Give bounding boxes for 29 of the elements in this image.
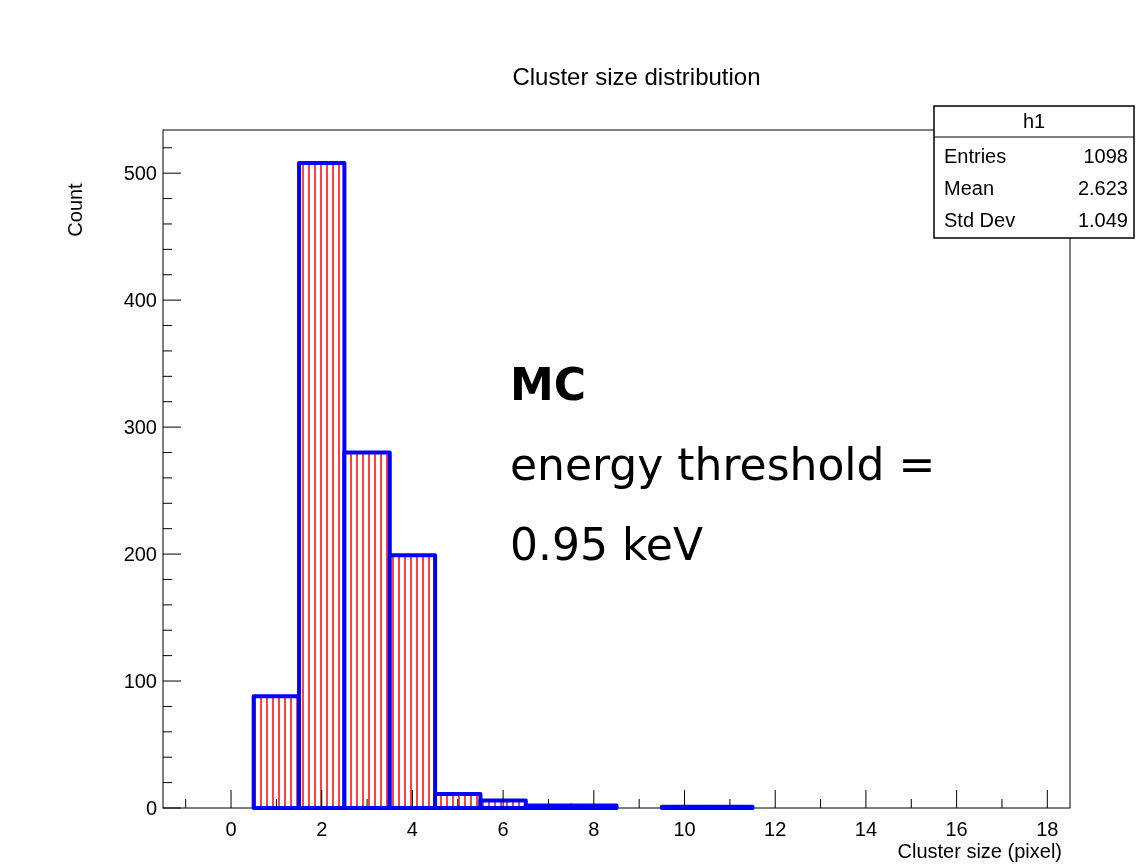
text: 2.623 (1077, 177, 1128, 199)
x-tick-label: 10 (673, 818, 696, 840)
annotation: energy threshold = (510, 439, 936, 490)
x-tick-label: 14 (854, 818, 878, 840)
y-tick-label: 300 (123, 416, 157, 439)
x-tick-label: 0 (225, 818, 237, 840)
annotation: Std Dev (944, 209, 1016, 231)
x-tick-label: 4 (406, 818, 418, 840)
annotation: h1 (1022, 110, 1046, 132)
y-tick-label: 400 (123, 289, 157, 312)
annotation: Mean (944, 177, 995, 199)
text: 1.049 (1077, 209, 1128, 231)
x-tick-label: 16 (945, 818, 968, 840)
y-tick-label: 200 (123, 543, 157, 566)
x-tick-label: 12 (764, 818, 787, 840)
text: 1098 (1083, 145, 1128, 167)
annotation: 0.95 keV (510, 519, 704, 570)
y-tick-label: 500 (123, 162, 157, 185)
x-axis-title: Cluster size (pixel) (897, 840, 1062, 862)
x-tick-label: 2 (316, 818, 328, 840)
y-tick-label: 0 (145, 797, 157, 819)
chart-title: Cluster size distribution (512, 63, 761, 90)
annotation: Entries (944, 145, 1007, 167)
y-axis-title: Count (64, 182, 86, 237)
x-tick-label: 18 (1036, 818, 1059, 840)
x-tick-label: 6 (497, 818, 509, 840)
x-tick-label: 8 (588, 818, 600, 840)
annotation: MC (510, 359, 587, 410)
y-tick-label: 100 (123, 670, 157, 693)
